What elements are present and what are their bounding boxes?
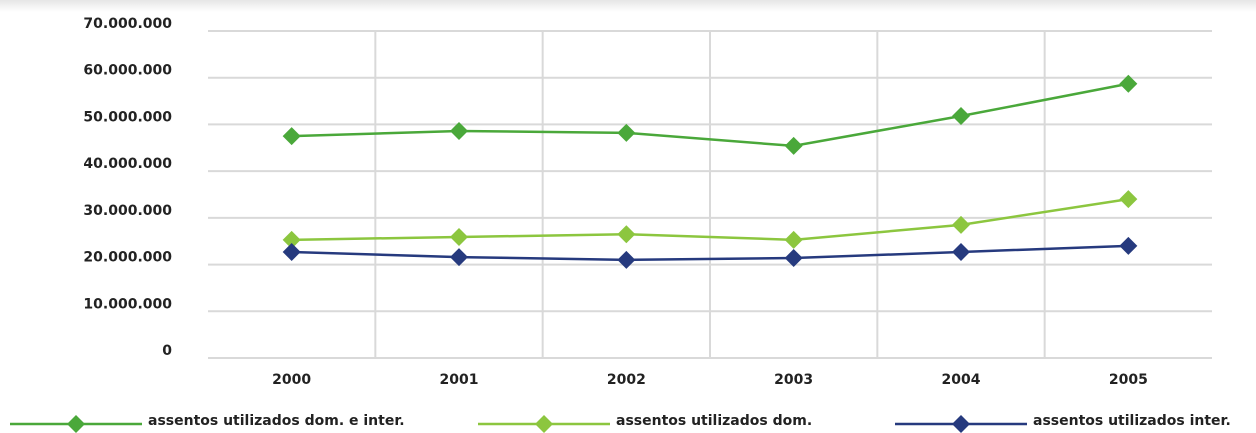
y-tick-label: 10.000.000 xyxy=(83,296,172,312)
y-tick-label: 70.000.000 xyxy=(83,16,172,32)
series-line xyxy=(291,197,1129,242)
marker xyxy=(952,242,970,261)
marker xyxy=(1119,236,1138,255)
marker xyxy=(450,121,468,140)
x-tick-label: 2004 xyxy=(942,372,981,388)
series-line xyxy=(291,244,1129,262)
marker xyxy=(617,225,636,244)
legend-label: assentos utilizados dom. e inter. xyxy=(148,413,405,429)
y-tick-label: 30.000.000 xyxy=(83,203,172,219)
y-tick-label: 60.000.000 xyxy=(83,63,172,79)
marker xyxy=(450,228,468,247)
marker xyxy=(784,249,803,268)
legend-marker xyxy=(535,415,553,433)
legend-label: assentos utilizados dom. xyxy=(616,413,812,429)
legend-marker xyxy=(67,415,85,433)
y-tick-label: 20.000.000 xyxy=(83,250,172,266)
x-tick-label: 2003 xyxy=(774,372,813,388)
y-tick-label: 40.000.000 xyxy=(83,156,172,172)
y-tick-label: 50.000.000 xyxy=(83,109,172,125)
marker xyxy=(1119,74,1138,93)
marker xyxy=(1119,190,1138,209)
marker xyxy=(952,107,970,126)
x-tick-label: 2001 xyxy=(440,372,479,388)
marker xyxy=(784,230,803,249)
marker xyxy=(617,250,636,269)
marker xyxy=(952,215,970,234)
marker xyxy=(282,242,301,261)
legend-marker xyxy=(952,415,970,433)
marker xyxy=(282,127,301,146)
marker xyxy=(450,248,468,267)
top-shadow xyxy=(0,0,1256,12)
x-tick-label: 2000 xyxy=(272,372,311,388)
marker xyxy=(784,136,803,155)
series-line xyxy=(291,82,1129,148)
marker xyxy=(617,123,636,142)
x-tick-label: 2002 xyxy=(607,372,646,388)
x-tick-label: 2005 xyxy=(1109,372,1148,388)
marker xyxy=(282,230,301,249)
y-tick-label: 0 xyxy=(162,343,172,359)
legend-label: assentos utilizados inter. xyxy=(1033,413,1231,429)
